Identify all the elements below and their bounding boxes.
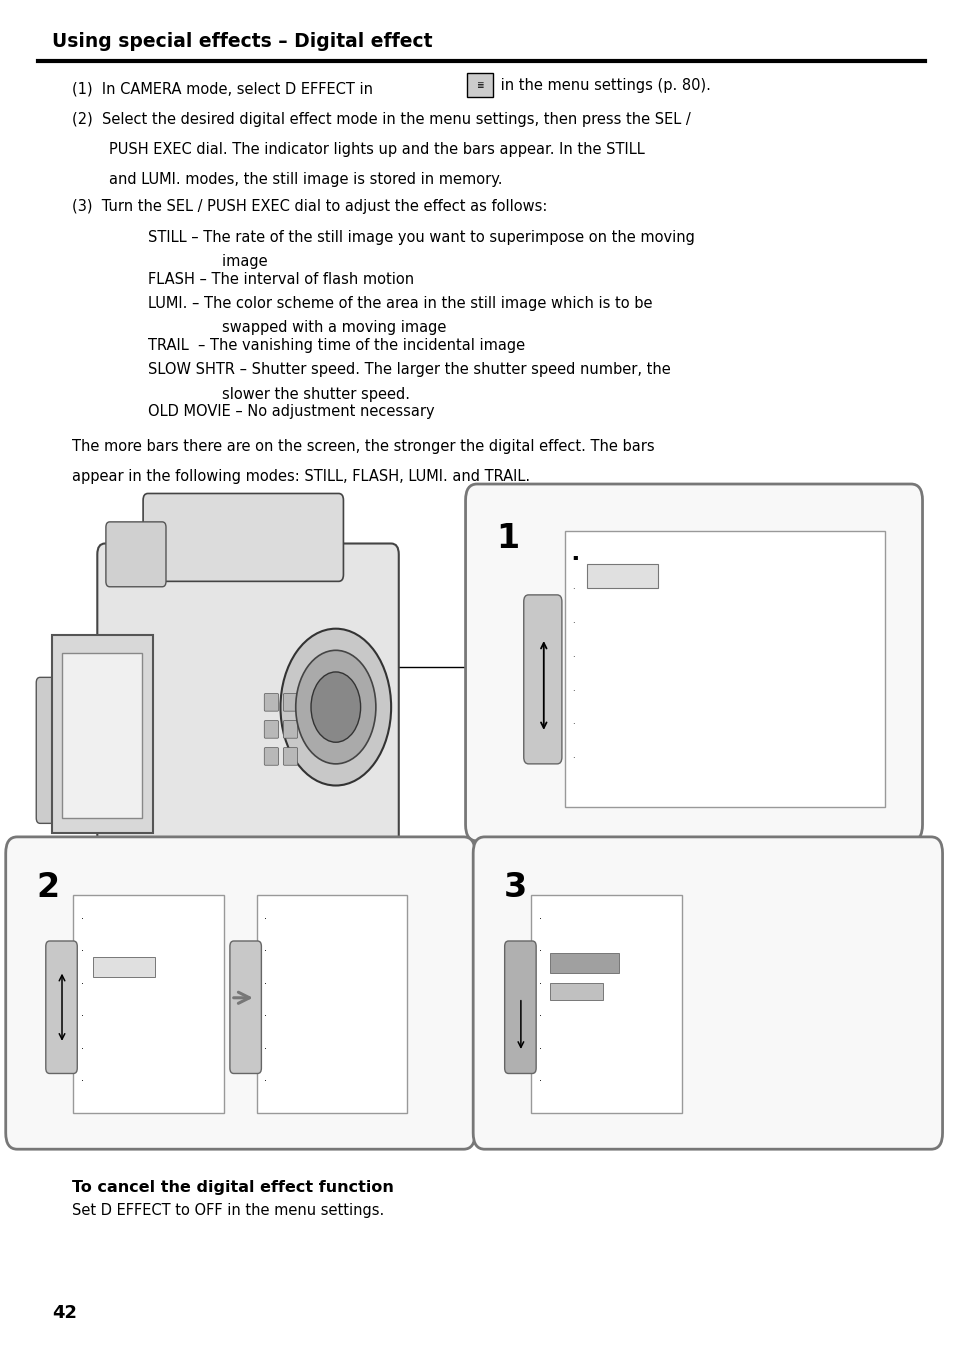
Text: appear in the following modes: STILL, FLASH, LUMI. and TRAIL.: appear in the following modes: STILL, FL… (71, 469, 529, 484)
Text: LUMI. – The color scheme of the area in the still image which is to be: LUMI. – The color scheme of the area in … (148, 296, 652, 311)
Text: ·: · (264, 1011, 267, 1021)
Text: ·: · (264, 1076, 267, 1086)
Text: ·: · (572, 721, 575, 730)
Text: ·: · (538, 1011, 541, 1021)
Bar (550, 983, 602, 1000)
FancyBboxPatch shape (465, 484, 922, 841)
Text: (1)  In CAMERA mode, select D EFFECT in: (1) In CAMERA mode, select D EFFECT in (71, 81, 373, 96)
FancyBboxPatch shape (264, 694, 278, 711)
Text: ▪: ▪ (572, 552, 578, 561)
Bar (586, 564, 658, 588)
FancyBboxPatch shape (264, 721, 278, 738)
FancyBboxPatch shape (523, 595, 561, 764)
Text: TRAIL  – The vanishing time of the incidental image: TRAIL – The vanishing time of the incide… (148, 338, 524, 353)
Text: ·: · (572, 619, 575, 629)
FancyBboxPatch shape (143, 493, 343, 581)
Text: image: image (148, 254, 267, 269)
Text: ·: · (264, 946, 267, 956)
FancyBboxPatch shape (283, 694, 297, 711)
Text: ·: · (538, 914, 541, 923)
FancyBboxPatch shape (106, 522, 166, 587)
Text: (2)  Select the desired digital effect mode in the menu settings, then press the: (2) Select the desired digital effect mo… (71, 112, 690, 127)
Text: FLASH – The interval of flash motion: FLASH – The interval of flash motion (148, 272, 414, 287)
Text: ·: · (264, 1044, 267, 1053)
Text: To cancel the digital effect function: To cancel the digital effect function (71, 1180, 393, 1195)
Text: ·: · (81, 946, 84, 956)
Bar (92, 957, 154, 977)
Text: ·: · (81, 914, 84, 923)
FancyBboxPatch shape (283, 721, 297, 738)
Text: ·: · (572, 754, 575, 764)
FancyBboxPatch shape (6, 837, 475, 1149)
Text: (3)  Turn the SEL / PUSH EXEC dial to adjust the effect as follows:: (3) Turn the SEL / PUSH EXEC dial to adj… (71, 199, 546, 214)
FancyBboxPatch shape (283, 748, 297, 765)
Text: ·: · (81, 1076, 84, 1086)
Text: Using special effects – Digital effect: Using special effects – Digital effect (52, 32, 433, 51)
FancyBboxPatch shape (46, 941, 77, 1073)
Bar (550, 953, 618, 973)
Text: ·: · (572, 687, 575, 696)
FancyBboxPatch shape (36, 677, 65, 823)
FancyBboxPatch shape (473, 837, 942, 1149)
Text: ·: · (538, 979, 541, 988)
FancyBboxPatch shape (564, 531, 884, 807)
Text: and LUMI. modes, the still image is stored in memory.: and LUMI. modes, the still image is stor… (71, 172, 501, 187)
FancyBboxPatch shape (230, 941, 261, 1073)
Text: ·: · (264, 914, 267, 923)
Text: OLD MOVIE – No adjustment necessary: OLD MOVIE – No adjustment necessary (148, 404, 434, 419)
Text: Set D EFFECT to OFF in the menu settings.: Set D EFFECT to OFF in the menu settings… (71, 1203, 383, 1218)
Text: ·: · (572, 653, 575, 662)
Text: slower the shutter speed.: slower the shutter speed. (148, 387, 410, 402)
Text: 2: 2 (36, 871, 59, 903)
Circle shape (311, 672, 360, 742)
Text: The more bars there are on the screen, the stronger the digital effect. The bars: The more bars there are on the screen, t… (71, 439, 654, 454)
Text: ·: · (538, 1044, 541, 1053)
FancyBboxPatch shape (466, 73, 493, 97)
Text: ·: · (538, 1076, 541, 1086)
Text: STILL – The rate of the still image you want to superimpose on the moving: STILL – The rate of the still image you … (148, 230, 694, 245)
Circle shape (280, 629, 391, 786)
FancyBboxPatch shape (264, 748, 278, 765)
Text: 42: 42 (52, 1305, 77, 1322)
Text: 3: 3 (503, 871, 526, 903)
Text: ·: · (538, 946, 541, 956)
Text: SLOW SHTR – Shutter speed. The larger the shutter speed number, the: SLOW SHTR – Shutter speed. The larger th… (148, 362, 670, 377)
FancyBboxPatch shape (73, 895, 224, 1113)
Text: ·: · (81, 1044, 84, 1053)
Text: 1: 1 (496, 522, 518, 554)
FancyBboxPatch shape (97, 544, 398, 856)
Text: swapped with a moving image: swapped with a moving image (148, 320, 446, 335)
FancyBboxPatch shape (531, 895, 681, 1113)
Text: ·: · (572, 585, 575, 595)
FancyBboxPatch shape (504, 941, 536, 1073)
Text: ·: · (81, 979, 84, 988)
Text: ·: · (81, 1011, 84, 1021)
Text: PUSH EXEC dial. The indicator lights up and the bars appear. In the STILL: PUSH EXEC dial. The indicator lights up … (71, 142, 643, 157)
FancyBboxPatch shape (62, 653, 142, 818)
Text: ≣: ≣ (476, 81, 483, 89)
FancyBboxPatch shape (51, 635, 152, 833)
Text: ·: · (264, 979, 267, 988)
FancyBboxPatch shape (256, 895, 407, 1113)
Text: in the menu settings (p. 80).: in the menu settings (p. 80). (496, 77, 710, 93)
Circle shape (295, 650, 375, 764)
